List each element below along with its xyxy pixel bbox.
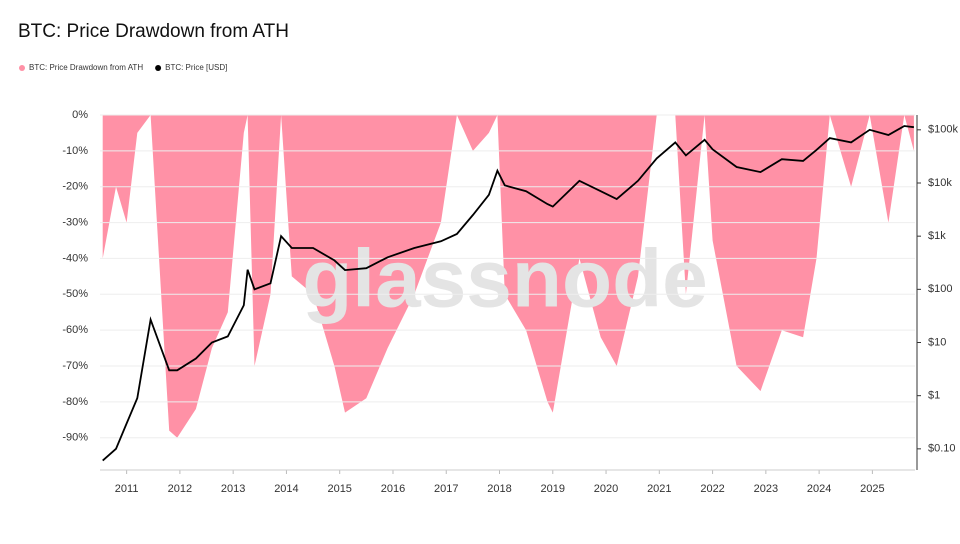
y2-tick-label: $0.10 bbox=[928, 443, 956, 455]
x-tick-label: 2023 bbox=[754, 483, 778, 495]
y-tick-label: -20% bbox=[62, 181, 88, 193]
y2-tick-label: $100k bbox=[928, 124, 958, 136]
x-tick-label: 2013 bbox=[221, 483, 245, 495]
x-tick-label: 2025 bbox=[860, 483, 884, 495]
y2-tick-label: $10k bbox=[928, 177, 952, 189]
chart-title: BTC: Price Drawdown from ATH bbox=[18, 21, 289, 42]
y-tick-label: -50% bbox=[62, 288, 88, 300]
x-tick-label: 2021 bbox=[647, 483, 671, 495]
x-tick-label: 2018 bbox=[487, 483, 511, 495]
x-tick-label: 2011 bbox=[115, 483, 139, 495]
drawdown-area bbox=[102, 115, 914, 438]
x-tick-label: 2012 bbox=[168, 483, 192, 495]
legend-label: BTC: Price Drawdown from ATH bbox=[29, 63, 143, 72]
y-tick-label: -80% bbox=[62, 396, 88, 408]
x-tick-label: 2024 bbox=[807, 483, 831, 495]
x-tick-label: 2019 bbox=[541, 483, 565, 495]
x-tick-label: 2015 bbox=[327, 483, 351, 495]
legend-label: BTC: Price [USD] bbox=[165, 63, 227, 72]
x-tick-label: 2020 bbox=[594, 483, 618, 495]
y-tick-label: -70% bbox=[62, 360, 88, 372]
y-tick-label: -10% bbox=[62, 145, 88, 157]
price-line bbox=[102, 125, 915, 462]
x-tick-label: 2017 bbox=[434, 483, 458, 495]
x-tick-label: 2014 bbox=[274, 483, 298, 495]
x-tick-label: 2016 bbox=[381, 483, 405, 495]
y-tick-label: -30% bbox=[62, 216, 88, 228]
y2-tick-label: $100 bbox=[928, 283, 952, 295]
y-tick-label: 0% bbox=[72, 109, 88, 121]
y-tick-label: -40% bbox=[62, 252, 88, 264]
y-tick-label: -90% bbox=[62, 432, 88, 444]
legend-marker bbox=[155, 65, 162, 71]
y2-tick-label: $10 bbox=[928, 336, 946, 348]
y-tick-label: -60% bbox=[62, 324, 88, 336]
watermark: glassnode bbox=[302, 234, 708, 325]
x-tick-label: 2022 bbox=[700, 483, 724, 495]
y2-tick-label: $1 bbox=[928, 390, 940, 402]
legend-marker bbox=[19, 65, 25, 71]
y2-tick-label: $1k bbox=[928, 230, 946, 242]
